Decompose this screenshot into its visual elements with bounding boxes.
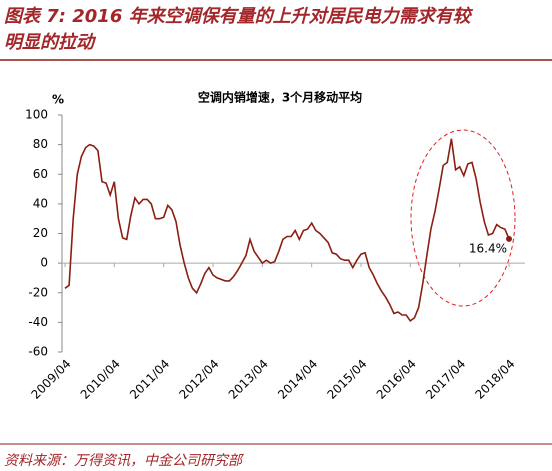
end-marker xyxy=(506,235,512,242)
series-line xyxy=(64,138,510,323)
page-title: 明显的拉动 xyxy=(4,32,97,53)
x-tick-label: 2017/04 xyxy=(423,357,468,402)
y-tick-label: 20 xyxy=(33,226,48,240)
page-title: 图表 7: 2016 年来空调保有量的上升对居民电力需求有较 xyxy=(4,6,474,27)
chart-title: 空调内销增速，3个月移动平均 xyxy=(198,90,362,105)
x-tick-label: 2013/04 xyxy=(226,357,271,402)
x-tick-label: 2018/04 xyxy=(472,357,517,402)
x-tick-label: 2011/04 xyxy=(127,357,172,402)
x-tick-label: 2010/04 xyxy=(78,357,123,402)
y-tick-label: 0 xyxy=(40,256,48,270)
y-tick-label: -40 xyxy=(28,315,48,329)
y-tick-label: -20 xyxy=(28,285,48,299)
value-label: 16.4% xyxy=(469,241,507,255)
y-tick-label: 80 xyxy=(33,137,48,151)
x-tick-label: 2009/04 xyxy=(28,357,73,402)
x-tick-label: 2014/04 xyxy=(275,357,320,402)
source: 资料来源：万得资讯，中金公司研究部 xyxy=(4,453,244,469)
highlight-ellipse xyxy=(410,129,516,307)
y-tick-label: 60 xyxy=(33,167,48,181)
y-tick-label: 100 xyxy=(25,108,48,122)
x-tick-label: 2016/04 xyxy=(374,357,419,402)
y-tick-label: 40 xyxy=(33,196,48,210)
y-axis-label: % xyxy=(52,93,64,107)
y-tick-label: -60 xyxy=(28,345,48,359)
x-tick-label: 2015/04 xyxy=(324,357,369,402)
x-tick-label: 2012/04 xyxy=(176,357,221,402)
